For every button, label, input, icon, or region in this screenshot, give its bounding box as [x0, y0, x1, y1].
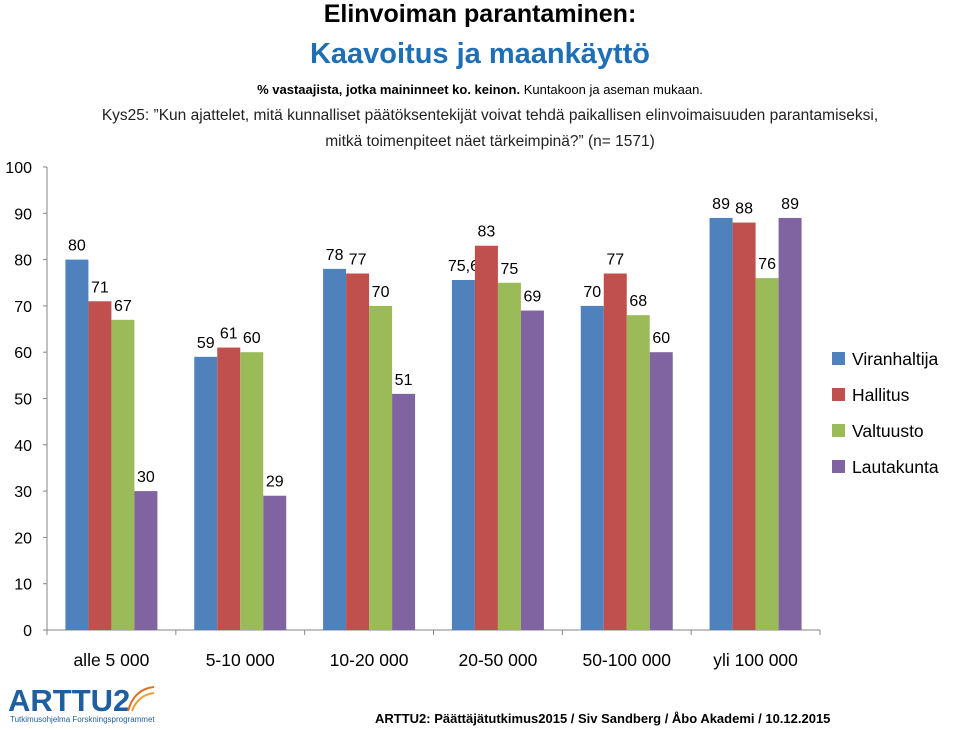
bar-viranhaltija — [65, 259, 89, 630]
legend-swatch-lautakunta — [832, 460, 845, 473]
bar-hallitus — [88, 301, 112, 630]
bar-hallitus — [217, 347, 241, 630]
bar-hallitus — [474, 245, 498, 630]
data-label: 59 — [197, 335, 215, 352]
data-label: 88 — [735, 201, 753, 218]
data-label: 70 — [583, 284, 601, 301]
bar-chart: 0 10 20 30 40 50 60 70 80 90 100 80 71 67 30 alle 5 000… — [5, 160, 939, 670]
bar-valtuusto — [626, 315, 650, 630]
bar-viranhaltija — [709, 217, 733, 630]
legend-label: Valtuusto — [852, 421, 924, 441]
bar-lautakunta — [778, 217, 802, 630]
logo-text: ARTTU2 — [8, 683, 131, 718]
data-label: 75,6 — [448, 258, 479, 275]
y-tick-label: 0 — [23, 623, 32, 640]
chart-note: % vastaajista, jotka maininneet ko. kein… — [0, 82, 960, 97]
data-label: 61 — [220, 326, 238, 343]
bar-lautakunta — [392, 393, 416, 630]
x-category-label: 50-100 000 — [582, 650, 671, 670]
data-label: 51 — [395, 372, 413, 389]
bar-viranhaltija — [451, 279, 475, 630]
bar-lautakunta — [134, 491, 158, 630]
note-plain: Kuntakoon ja aseman mukaan. — [523, 82, 703, 97]
data-label: 29 — [266, 474, 284, 491]
y-tick-label: 50 — [14, 392, 32, 409]
data-label: 60 — [652, 330, 670, 347]
data-label: 76 — [758, 256, 776, 273]
data-label: 69 — [524, 289, 542, 306]
bar-hallitus — [346, 273, 370, 630]
survey-question: Kys25: ”Kun ajattelet, mitä kunnalliset … — [101, 107, 879, 150]
x-category-label: alle 5 000 — [73, 650, 149, 670]
bar-viranhaltija — [580, 305, 604, 630]
legend-label: Viranhaltija — [852, 349, 939, 369]
y-tick-label: 30 — [14, 484, 32, 501]
data-label: 89 — [781, 196, 799, 213]
data-label: 80 — [68, 238, 86, 255]
data-label: 78 — [326, 247, 344, 264]
data-label: 71 — [91, 279, 109, 296]
chart-title: Elinvoiman parantaminen: — [323, 0, 637, 28]
data-label: 70 — [372, 284, 390, 301]
y-tick-label: 10 — [14, 577, 32, 594]
x-category-label: 20-50 000 — [459, 650, 538, 670]
legend-swatch-viranhaltija — [832, 352, 845, 365]
bar-valtuusto — [240, 352, 264, 630]
data-label: 77 — [606, 251, 624, 268]
y-tick-label: 90 — [14, 206, 32, 223]
bar-valtuusto — [755, 278, 779, 630]
bar-viranhaltija — [323, 268, 347, 630]
y-tick-label: 20 — [14, 530, 32, 547]
logo-subtext: Tutkimusohjelma Forskningsprogrammet — [10, 715, 155, 724]
x-category-label: 5-10 000 — [206, 650, 275, 670]
y-tick-label: 60 — [14, 345, 32, 362]
bar-valtuusto — [369, 305, 393, 630]
data-label: 89 — [712, 196, 730, 213]
bar-lautakunta — [649, 352, 673, 630]
data-label: 77 — [349, 251, 367, 268]
bar-hallitus — [732, 222, 756, 630]
data-label: 68 — [629, 293, 647, 310]
data-label: 67 — [114, 298, 132, 315]
footer-credit: ARTTU2: Päättäjätutkimus2015 / Siv Sandb… — [375, 711, 831, 726]
legend-label: Lautakunta — [852, 457, 939, 477]
y-tick-label: 80 — [14, 253, 32, 270]
data-label: 30 — [137, 469, 155, 486]
bar-hallitus — [603, 273, 627, 630]
bar-viranhaltija — [194, 356, 218, 630]
legend-label: Hallitus — [852, 385, 910, 405]
data-label: 83 — [478, 224, 496, 241]
legend-swatch-hallitus — [832, 388, 845, 401]
bar-lautakunta — [520, 310, 544, 630]
legend-swatch-valtuusto — [832, 424, 845, 437]
logo-arc-icon — [127, 686, 155, 712]
x-category-label: yli 100 000 — [713, 650, 798, 670]
data-label: 60 — [243, 330, 261, 347]
y-tick-label: 70 — [14, 299, 32, 316]
bar-valtuusto — [497, 282, 521, 630]
chart-subtitle: Kaavoitus ja maankäyttö — [309, 38, 651, 70]
bar-valtuusto — [111, 319, 135, 630]
arttu2-logo: ARTTU2 Tutkimusohjelma Forskningsprogram… — [8, 683, 158, 727]
y-tick-label: 100 — [5, 160, 32, 177]
x-category-label: 10-20 000 — [330, 650, 409, 670]
bar-lautakunta — [263, 495, 287, 630]
note-bold: % vastaajista, jotka maininneet ko. kein… — [257, 82, 521, 97]
data-label: 75 — [501, 261, 519, 278]
y-tick-label: 40 — [14, 438, 32, 455]
